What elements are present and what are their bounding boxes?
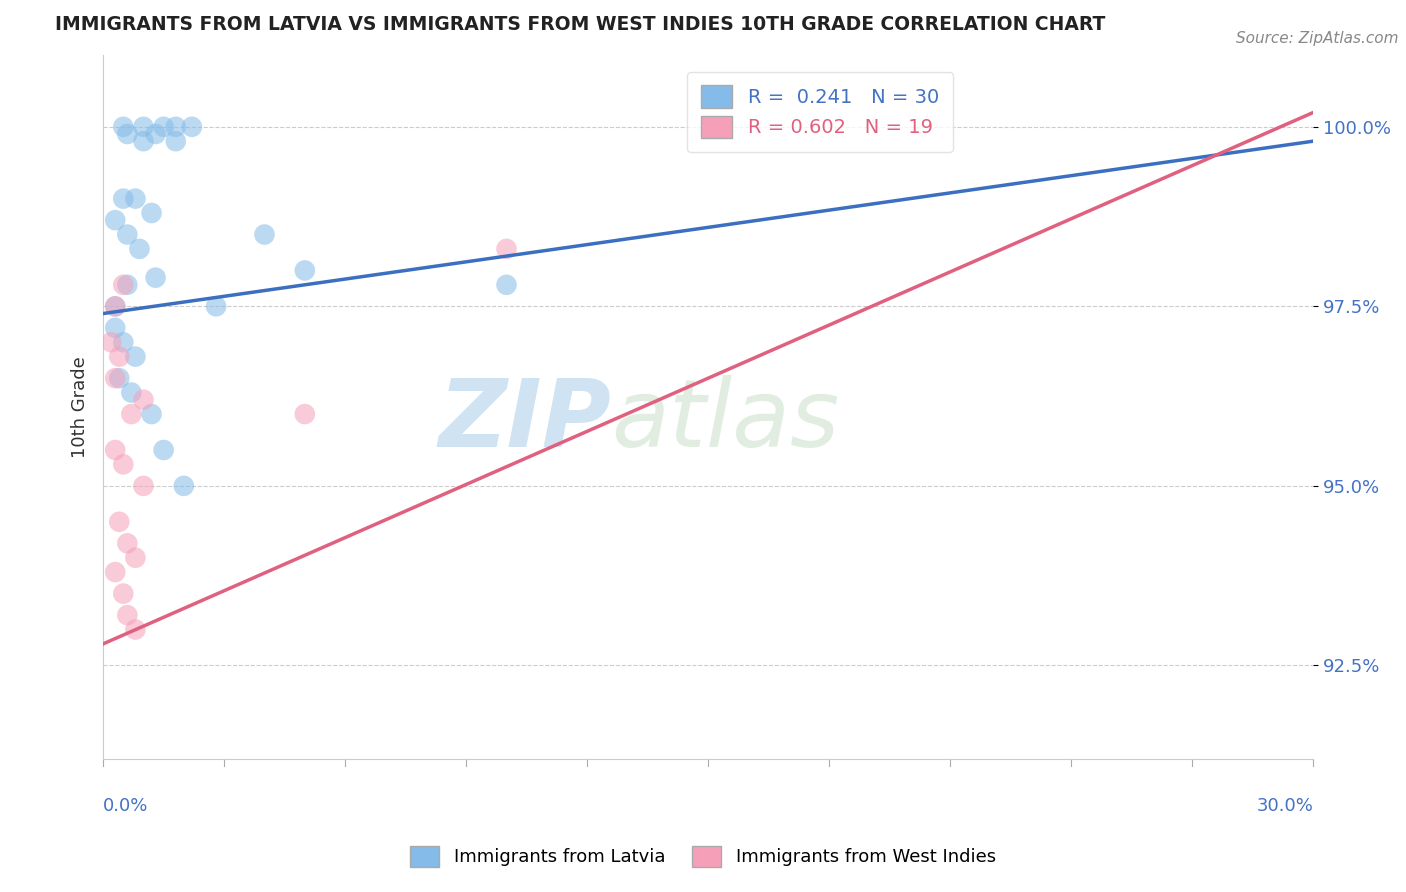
Point <box>100 335 122 350</box>
Point <box>141 407 163 421</box>
Point <box>141 206 163 220</box>
Text: 30.0%: 30.0% <box>1257 797 1313 815</box>
Point <box>108 371 131 385</box>
Point <box>152 120 174 134</box>
Point <box>117 536 139 550</box>
Point <box>117 277 139 292</box>
Point <box>145 127 167 141</box>
Legend: R =  0.241   N = 30, R = 0.602   N = 19: R = 0.241 N = 30, R = 0.602 N = 19 <box>688 71 953 152</box>
Point <box>108 515 131 529</box>
Text: Source: ZipAtlas.com: Source: ZipAtlas.com <box>1236 31 1399 46</box>
Point <box>120 385 142 400</box>
Point <box>124 623 146 637</box>
Point <box>124 550 146 565</box>
Point <box>253 227 276 242</box>
Point <box>120 407 142 421</box>
Point <box>112 586 135 600</box>
Point <box>173 479 195 493</box>
Point <box>104 321 127 335</box>
Text: IMMIGRANTS FROM LATVIA VS IMMIGRANTS FROM WEST INDIES 10TH GRADE CORRELATION CHA: IMMIGRANTS FROM LATVIA VS IMMIGRANTS FRO… <box>55 15 1105 34</box>
Point <box>104 371 127 385</box>
Point <box>108 350 131 364</box>
Text: ZIP: ZIP <box>439 375 612 467</box>
Point <box>124 192 146 206</box>
Point <box>104 213 127 227</box>
Point <box>132 134 155 148</box>
Point <box>294 407 316 421</box>
Point <box>112 335 135 350</box>
Point <box>112 277 135 292</box>
Y-axis label: 10th Grade: 10th Grade <box>72 356 89 458</box>
Point <box>180 120 202 134</box>
Point <box>112 458 135 472</box>
Text: atlas: atlas <box>612 376 839 467</box>
Point <box>104 299 127 313</box>
Point <box>132 120 155 134</box>
Point <box>117 227 139 242</box>
Point <box>152 442 174 457</box>
Point <box>128 242 150 256</box>
Legend: Immigrants from Latvia, Immigrants from West Indies: Immigrants from Latvia, Immigrants from … <box>404 838 1002 874</box>
Point <box>124 350 146 364</box>
Point <box>165 120 187 134</box>
Point <box>495 242 517 256</box>
Point <box>117 608 139 623</box>
Point <box>145 270 167 285</box>
Point <box>117 127 139 141</box>
Point <box>104 565 127 579</box>
Point <box>495 277 517 292</box>
Point <box>112 192 135 206</box>
Point <box>104 442 127 457</box>
Point <box>294 263 316 277</box>
Point <box>104 299 127 313</box>
Point <box>112 120 135 134</box>
Point <box>132 479 155 493</box>
Text: 0.0%: 0.0% <box>103 797 149 815</box>
Point <box>205 299 228 313</box>
Point <box>132 392 155 407</box>
Point <box>165 134 187 148</box>
